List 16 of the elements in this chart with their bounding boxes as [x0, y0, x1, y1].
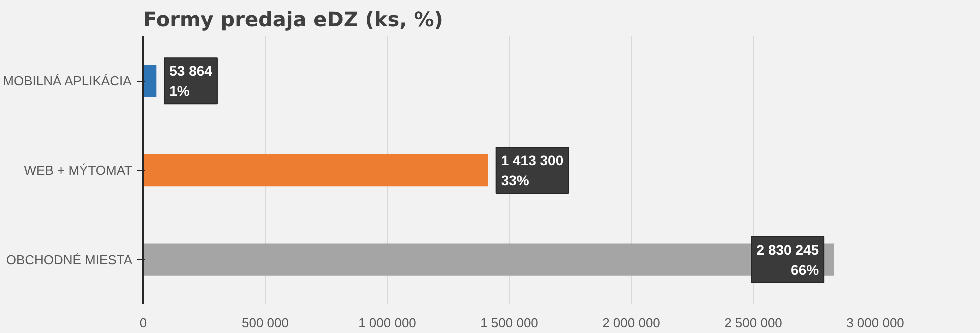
x-tick-label: 3 000 000 [846, 316, 904, 330]
y-tick-label: OBCHODNÉ MIESTA [6, 252, 133, 268]
x-tick-label: 2 000 000 [602, 316, 660, 330]
x-tick-label: 1 000 000 [358, 316, 416, 330]
y-tick-label: MOBILNÁ APLIKÁCIA [3, 74, 132, 89]
x-tick-label: 2 500 000 [724, 316, 782, 330]
y-tick-label: WEB + MÝTOMAT [24, 163, 133, 178]
x-tick-label: 1 500 000 [480, 316, 538, 330]
x-tick-label: 0 [140, 316, 148, 330]
bar [144, 154, 488, 187]
data-label: 53 864 1% [170, 63, 213, 100]
chart-title: Formy predaja eDZ (ks, %) [144, 8, 444, 32]
x-tick-label: 500 000 [242, 316, 290, 330]
data-label: 2 830 245 66% [756, 242, 820, 278]
data-label: 1 413 300 33% [501, 152, 564, 188]
bar [144, 65, 157, 98]
